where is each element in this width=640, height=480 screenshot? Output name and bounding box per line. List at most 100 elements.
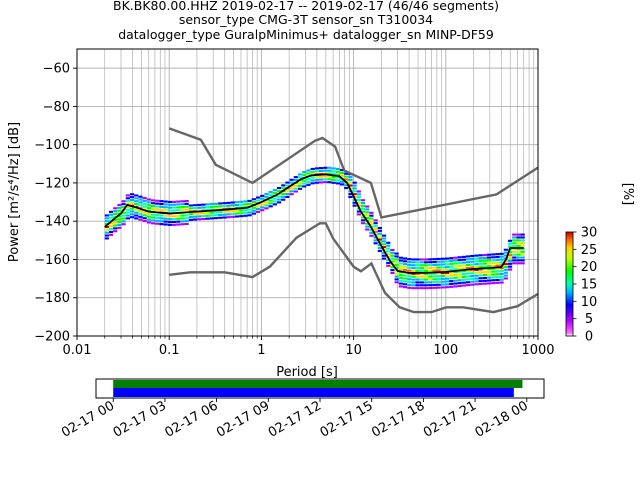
timeline-tick-label: 02-17 18 [369,398,427,440]
density-cell [281,198,286,201]
density-cell [503,248,508,251]
density-cell [423,284,429,287]
density-cell [176,200,181,203]
density-cell [293,178,298,182]
density-cell [491,270,496,273]
x-tick-label: 10 [345,343,362,358]
density-cell [138,201,143,204]
density-cell [516,236,521,239]
density-cell [327,166,332,169]
density-cell [121,200,126,203]
density-cell [134,208,139,211]
density-cell [159,220,164,223]
density-cell [495,281,500,284]
density-cell [108,213,114,216]
density-cell [444,280,450,283]
density-cell [381,237,387,240]
density-cell [407,260,412,264]
density-cell [171,203,177,206]
density-cell [255,205,261,208]
density-cell [398,285,403,288]
density-cell [163,214,168,217]
density-cell [234,203,240,207]
density-cell [113,227,118,230]
density-cell [205,217,210,220]
density-cell [163,220,168,223]
density-cell [104,217,109,220]
density-cell [474,283,479,286]
density-cell [482,253,487,257]
density-cell [113,218,118,221]
density-cell [297,176,303,179]
timeline-tick-label: 02-17 15 [318,398,376,440]
density-cell [461,267,466,270]
density-cell [335,182,340,185]
density-cell [411,267,416,270]
density-cell [247,211,252,214]
density-cell [167,209,172,212]
density-cell [390,260,395,263]
density-cell [499,275,504,278]
density-cell [230,215,235,218]
density-cell [339,183,345,186]
density-cell [423,272,429,275]
density-cell [495,255,500,259]
plot-background [77,49,538,336]
density-cell [146,218,151,221]
density-cell [129,216,135,219]
density-cell [272,188,277,192]
density-cell [344,184,349,187]
density-cell [507,256,513,260]
density-cell [302,185,307,188]
density-cell [243,214,248,217]
density-cell [432,283,437,287]
title-line-2: sensor_type CMG-3T sensor_sn T310034 [179,12,433,27]
density-cell [142,197,147,200]
density-cell [486,270,492,273]
density-cell [449,277,454,280]
density-cell [180,223,185,226]
density-cell [352,193,357,196]
density-cell [503,271,508,274]
density-cell [356,190,361,193]
density-cell [218,213,223,217]
density-cell [503,277,508,280]
density-cell [516,253,521,256]
density-cell [255,196,261,199]
density-cell [499,267,504,270]
density-cell [440,286,445,289]
density-cell [138,215,143,218]
density-cell [474,266,479,269]
density-cell [407,269,412,272]
density-cell [507,265,513,268]
density-cell [310,176,315,179]
density-cell [499,255,504,258]
density-cell [369,211,374,214]
density-cell [398,279,403,282]
density-cell [499,261,504,264]
density-cell [381,254,387,257]
density-cell [150,219,156,222]
density-cell [150,207,156,211]
density-cell [159,200,164,203]
density-cell [180,217,185,220]
density-cell [486,253,492,256]
density-cell [251,209,256,212]
density-cell [377,229,382,232]
density-cell [117,223,122,227]
density-cell [402,263,408,266]
density-cell [369,220,374,223]
density-cell [129,193,135,196]
density-cell [390,266,395,269]
density-cell [512,247,517,250]
density-cell [411,269,416,272]
density-cell [491,267,496,270]
density-cell [495,273,500,276]
density-cell [239,215,244,218]
density-cell [415,284,420,287]
density-cell [365,214,370,217]
density-cell [478,268,483,271]
density-cell [394,266,399,269]
density-cell [436,283,441,286]
